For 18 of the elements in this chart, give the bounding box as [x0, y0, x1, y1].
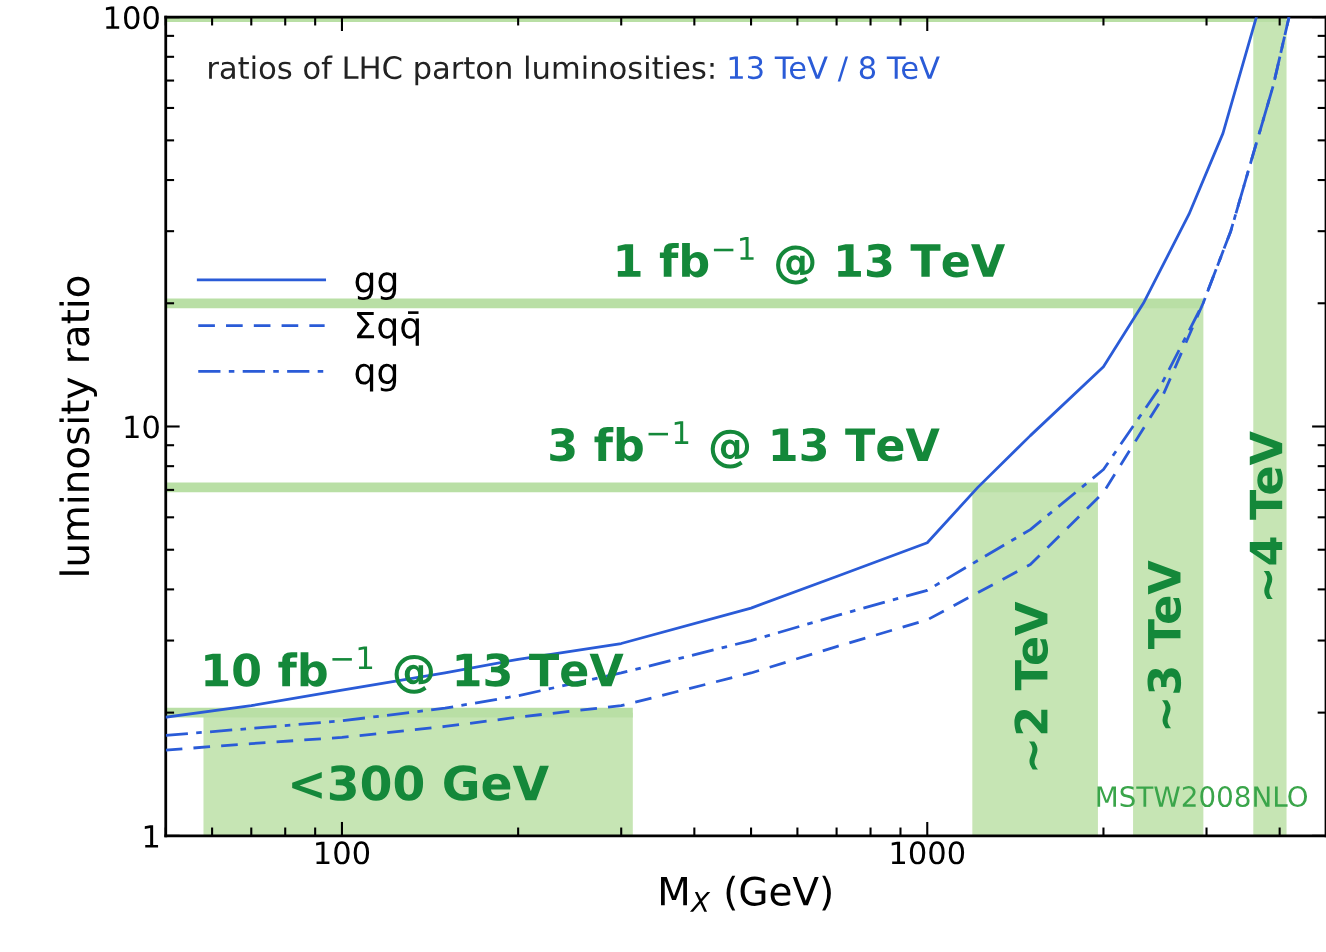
annotation: 13 TeV / 8 TeV [729, 56, 940, 82]
annotation: MSTW2008NLO [1097, 786, 1308, 808]
x-axis-title: M$_{X}$ (GeV) [661, 875, 831, 912]
band-label: ~4 TeV [1249, 431, 1283, 599]
legend-label: Σqq̄ [357, 311, 419, 346]
legend-label: gg [355, 272, 397, 300]
ref-line-label: 1 fb$^{−1}$ @ 13 TeV [617, 237, 1006, 285]
y-axis-title: luminosity ratio [59, 276, 98, 575]
annotation: ratios of LHC parton luminosities: [209, 55, 714, 86]
legend-label: qg [355, 363, 397, 392]
y-tick-label: 1 [144, 825, 159, 848]
ref-line-label: 3 fb$^{−1}$ @ 13 TeV [550, 421, 940, 469]
y-tick-label: 100 [105, 6, 159, 30]
band-label: ~2 TeV [1014, 601, 1049, 770]
x-tick-label: 1000 [891, 841, 965, 865]
band-label: ~3 TeV [1147, 560, 1182, 729]
band-label: <300 GeV [292, 765, 549, 801]
y-tick-label: 10 [125, 415, 159, 439]
